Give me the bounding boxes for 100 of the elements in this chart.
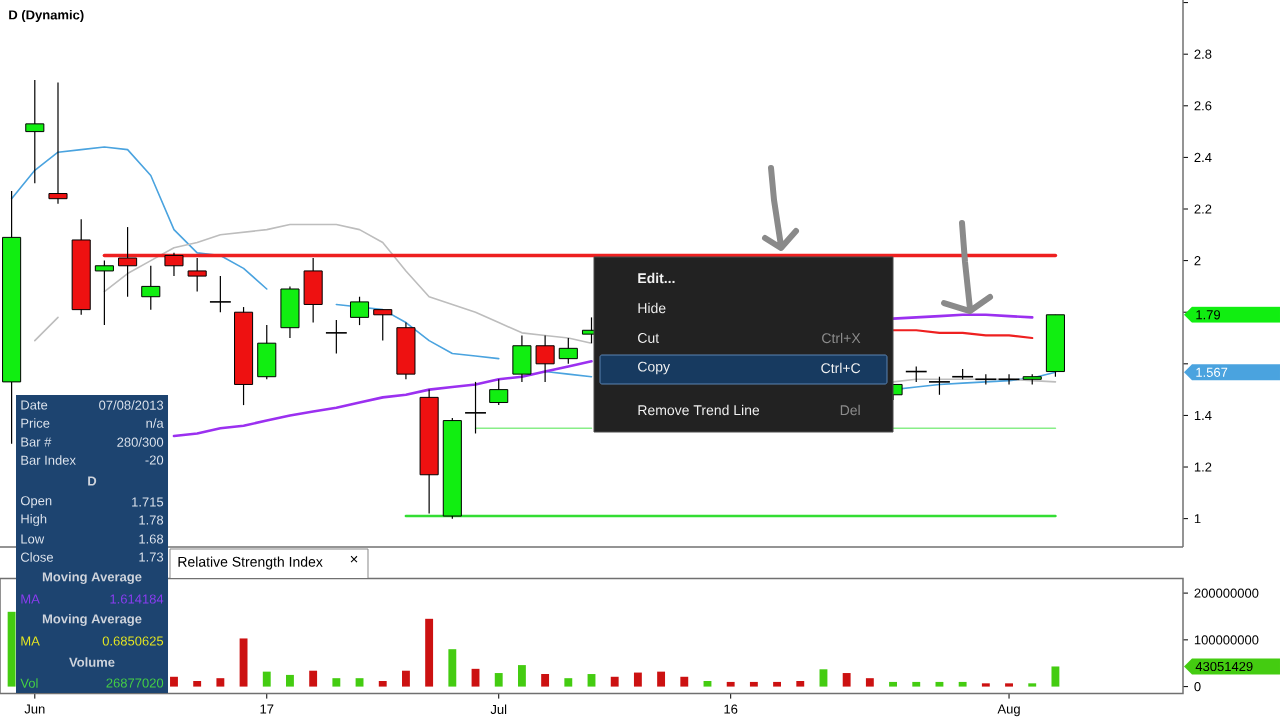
bar [1028,683,1037,687]
annotation: 26877020 [106,678,164,688]
bar [749,681,758,687]
text: 1.79 [1196,310,1221,320]
y-tick-label: 2.6 [1194,101,1212,111]
bar [262,671,271,687]
candlestick [373,309,393,342]
candlestick [48,81,68,205]
annotation: Open [20,496,52,508]
annotation: 07/08/2013 [99,400,164,410]
annotation: 1.68 [139,534,164,544]
candlestick [558,337,578,365]
bar [471,668,480,687]
bar [193,680,202,687]
bar [541,673,550,687]
x-tick-label: Jun [24,704,45,714]
annotation: 0.6850625 [102,636,164,646]
bar [958,681,967,687]
candlestick [94,260,114,326]
text: × [350,555,358,563]
bar [7,611,16,687]
text: Relative Strength Index [178,556,323,570]
bar [935,681,944,687]
text: Close [20,552,53,562]
annotation: Del [840,404,860,416]
candlestick [187,257,207,293]
bar [1051,666,1060,687]
y-tick-label: 0 [1194,682,1201,692]
bar [286,674,294,687]
x-tick-label: 16 [724,704,738,714]
text: 43051429 [1195,661,1253,672]
annotation: 1.715 [132,497,164,507]
candlestick [141,265,161,311]
annotation: Low [21,534,45,544]
candlestick [25,79,45,184]
annotation: D [88,476,97,486]
bar [865,678,874,687]
annotation: High [21,513,47,527]
annotation: Volume [69,657,115,667]
y-tick-label: 1.4 [1194,410,1212,420]
y-tick-label: 2.4 [1194,152,1212,162]
bar [981,683,990,687]
bar [680,676,689,687]
annotation: Ctrl+X [822,332,861,344]
bar [170,676,178,687]
bar [703,680,712,687]
bar [796,680,805,687]
y-tick-label: 1 [1194,514,1201,524]
bar [401,670,410,687]
x-tick-label: 17 [260,704,274,714]
bar [819,669,828,687]
annotation: 280/300 [117,437,164,447]
annotation: Hide [638,302,666,314]
text: D (Dynamic) [9,9,84,23]
annotation: Ctrl+C [821,362,861,374]
bar [239,638,248,687]
annotation: MA [21,594,40,604]
bar [332,678,341,687]
annotation: Bar # [21,437,52,447]
text: 1.567 [1196,367,1228,377]
bar [355,678,364,687]
bar [494,673,503,687]
bar [425,618,434,687]
annotation: Remove Trend Line [638,404,760,416]
y-tick-label: 2 [1194,256,1201,266]
annotation: Date [21,400,48,410]
bar [610,676,619,687]
annotation: 1.614184 [110,594,164,604]
annotation: -20 [145,455,164,465]
bar [378,680,387,687]
y-tick-label: 1.2 [1194,462,1212,472]
bar [448,649,457,687]
candlestick [118,226,138,298]
bar [726,681,735,687]
y-tick-label: 200000000 [1194,588,1259,598]
annotation: MA [21,636,40,646]
bar [657,671,666,687]
y-tick-label: 100000000 [1194,635,1259,645]
bar [216,678,225,687]
bar [564,678,573,687]
y-tick-label: 2.2 [1194,204,1212,214]
bar [912,681,921,687]
annotation: Vol [20,678,38,688]
annotation: Moving Average [42,571,142,585]
bar [633,672,642,687]
annotation: 1.78 [139,515,164,525]
annotation: n/a [146,418,164,428]
annotation: Moving Average [42,613,142,627]
annotation: Bar Index [21,455,76,465]
x-tick-label: Aug [997,704,1020,717]
annotation: Copy [638,361,670,375]
bar [587,674,596,687]
bar [889,681,897,687]
candlestick [164,252,184,277]
bar [842,673,851,687]
text: 1.73 [139,552,164,562]
line-series [891,329,1034,340]
bar [773,681,782,687]
annotation: Price [21,418,50,428]
annotation: Edit... [638,272,675,284]
